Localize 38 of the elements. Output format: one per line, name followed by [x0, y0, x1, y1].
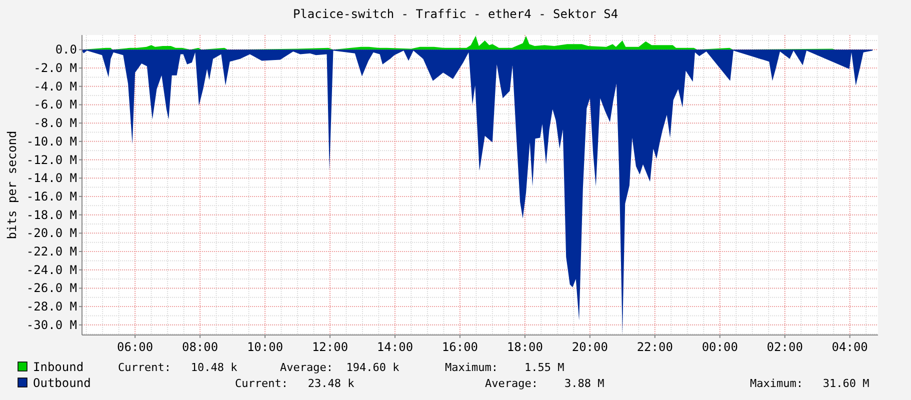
y-tick-label: 0.0: [55, 42, 77, 57]
x-tick-label: 16:00: [442, 340, 478, 354]
x-tick-label: 14:00: [376, 340, 414, 354]
x-tick-label: 20:00: [572, 340, 608, 354]
x-tick-label: 06:00: [117, 340, 154, 354]
y-tick-label: -10.0 M: [26, 134, 77, 148]
x-tick-label: 04:00: [832, 340, 868, 354]
y-tick-label: -16.0 M: [26, 189, 77, 204]
x-tick-label: 18:00: [506, 340, 544, 354]
y-tick-label: -2.0 M: [34, 61, 77, 76]
y-tick-label: -8.0 M: [34, 116, 77, 130]
y-tick-label: -12.0 M: [26, 152, 77, 167]
x-tick-label: 12:00: [312, 340, 348, 354]
text: Average: 3.88 M: [485, 377, 605, 390]
x-tick-label: 22:00: [636, 340, 673, 354]
y-axis-title: bits per second: [5, 130, 19, 240]
chart-title: Placice-switch - Traffic - ether4 - Sektor S4: [292, 7, 618, 21]
y-tick-label: -22.0 M: [26, 244, 77, 259]
y-tick-label: -20.0 M: [26, 226, 77, 240]
y-tick-label: -6.0 M: [34, 98, 77, 112]
y-tick-label: -28.0 M: [26, 300, 77, 314]
legend-label: Outbound: [33, 376, 91, 390]
y-tick-label: -4.0 M: [34, 79, 77, 94]
y-tick-label: -14.0 M: [26, 171, 77, 186]
legend-label: Inbound: [33, 360, 84, 374]
x-tick-label: 00:00: [702, 340, 738, 354]
y-tick-label: -18.0 M: [26, 208, 77, 222]
y-tick-label: -24.0 M: [26, 262, 77, 277]
text: Maximum: 1.55 M: [445, 361, 565, 374]
text: Maximum: 31.60 M: [750, 377, 870, 390]
x-tick-label: 08:00: [182, 340, 218, 354]
y-tick-label: -26.0 M: [26, 281, 77, 296]
x-tick-label: 02:00: [766, 340, 803, 354]
text: Current: 10.48 k: [118, 361, 238, 374]
text: Current: 23.48 k: [235, 377, 355, 390]
x-tick-label: 10:00: [246, 340, 284, 354]
text: Average: 194.60 k: [280, 361, 400, 374]
y-tick-label: -30.0 M: [26, 318, 77, 332]
